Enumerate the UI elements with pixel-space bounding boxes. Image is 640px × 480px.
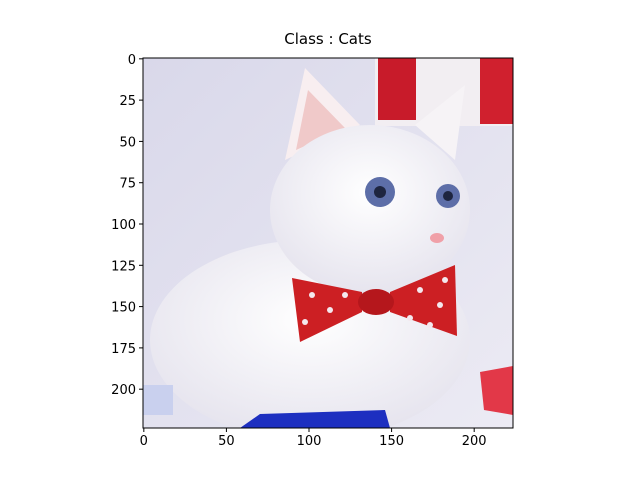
y-tick-label: 25 xyxy=(119,94,136,109)
image xyxy=(143,58,513,428)
y-tick-label: 175 xyxy=(111,342,136,357)
y-tick-label: 150 xyxy=(111,301,136,316)
x-tick-label: 0 xyxy=(140,434,148,449)
x-tick-label: 50 xyxy=(218,434,235,449)
y-tick-label: 0 xyxy=(128,53,136,68)
y-tick-label: 200 xyxy=(111,383,136,398)
y-tick-label: 100 xyxy=(111,218,136,233)
y-tick-label: 75 xyxy=(119,177,136,192)
x-tick-label: 150 xyxy=(379,434,404,449)
chart-title: Class : Cats xyxy=(284,30,372,48)
x-tick-label: 100 xyxy=(297,434,322,449)
x-tick-label: 200 xyxy=(462,434,487,449)
y-tick-label: 50 xyxy=(119,135,136,150)
axes-frame xyxy=(142,57,514,429)
y-tick-label: 125 xyxy=(111,259,136,274)
